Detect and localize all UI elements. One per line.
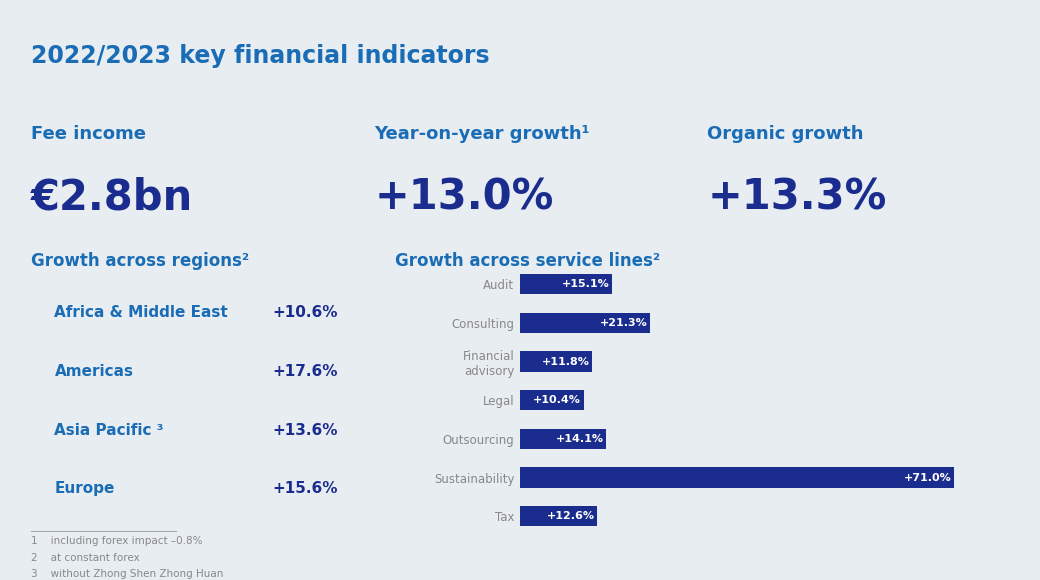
Text: +13.6%: +13.6% [271,423,337,438]
Text: +15.1%: +15.1% [562,279,609,289]
Text: Fee income: Fee income [31,125,147,143]
Text: +14.1%: +14.1% [555,434,603,444]
Bar [520,390,583,410]
Text: Africa & Middle East: Africa & Middle East [54,305,228,320]
Text: Americas: Americas [54,364,133,379]
Text: 2    at constant forex: 2 at constant forex [31,553,140,563]
Text: 2022/2023 key financial indicators: 2022/2023 key financial indicators [31,44,490,67]
Bar [520,467,954,488]
Bar [520,351,592,372]
Bar [520,313,650,333]
Text: Year-on-year growth¹: Year-on-year growth¹ [374,125,590,143]
Text: Asia Pacific ³: Asia Pacific ³ [54,423,164,438]
Text: +13.3%: +13.3% [707,177,886,219]
Text: 3    without Zhong Shen Zhong Huan: 3 without Zhong Shen Zhong Huan [31,569,224,579]
Text: +10.4%: +10.4% [534,395,581,405]
Text: +15.6%: +15.6% [271,481,337,496]
Bar [520,506,597,526]
Bar [520,274,613,294]
Text: +71.0%: +71.0% [904,473,952,483]
Text: €2.8bn: €2.8bn [31,177,193,219]
Text: +12.6%: +12.6% [547,511,595,521]
Text: 1    including forex impact –0.8%: 1 including forex impact –0.8% [31,536,203,546]
Text: +13.0%: +13.0% [374,177,553,219]
Text: Organic growth: Organic growth [707,125,863,143]
Text: +11.8%: +11.8% [542,357,590,367]
Text: Growth across regions²: Growth across regions² [31,252,250,270]
Text: Growth across service lines²: Growth across service lines² [395,252,660,270]
Text: +17.6%: +17.6% [271,364,337,379]
Bar [520,429,606,449]
Text: +21.3%: +21.3% [600,318,648,328]
Text: Europe: Europe [54,481,114,496]
Text: +10.6%: +10.6% [271,305,337,320]
